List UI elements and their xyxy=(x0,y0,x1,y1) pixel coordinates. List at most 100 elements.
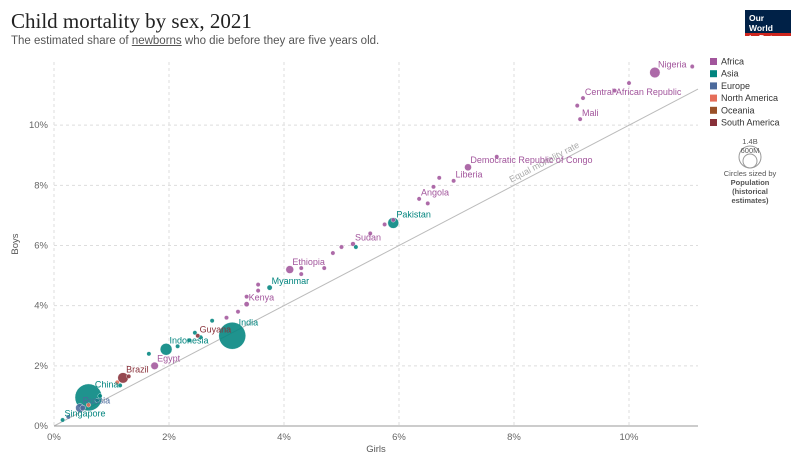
point-label: Egypt xyxy=(157,354,181,364)
x-tick-label: 6% xyxy=(392,432,406,443)
data-point xyxy=(224,315,229,321)
point-label: Pakistan xyxy=(396,210,431,220)
data-points xyxy=(60,64,695,423)
size-legend-variable-2: (historical xyxy=(732,187,768,196)
x-tick-label: 2% xyxy=(162,432,176,443)
data-point xyxy=(86,402,91,408)
size-legend-variable-3: estimates) xyxy=(731,196,769,205)
data-point xyxy=(285,265,294,274)
point-label: India xyxy=(239,318,259,328)
point-label: Democratic Republic of Congo xyxy=(470,155,592,165)
legend-swatch xyxy=(710,106,717,114)
chart-title: Child mortality by sex, 2021 xyxy=(11,9,252,33)
size-legend-tick-small: 600M xyxy=(741,146,760,155)
size-legend-circle-small xyxy=(742,153,758,169)
point-label: Russia xyxy=(83,395,111,405)
data-point xyxy=(235,309,241,315)
point-label: Central African Republic xyxy=(585,87,682,97)
data-point xyxy=(353,244,359,250)
data-point xyxy=(94,398,100,403)
equal-mortality-line xyxy=(53,88,699,427)
data-point xyxy=(626,80,632,86)
data-point xyxy=(416,196,422,202)
point-label: Angola xyxy=(421,188,449,198)
y-tick-label: 2% xyxy=(34,361,48,372)
data-point xyxy=(146,351,152,357)
legend-swatch xyxy=(710,119,717,126)
data-point xyxy=(387,217,399,229)
data-point xyxy=(209,318,215,324)
data-point xyxy=(60,417,66,423)
size-legend-tick-large: 1.4B xyxy=(742,137,757,146)
data-point xyxy=(114,379,120,385)
legend-swatch xyxy=(710,82,717,90)
legend-label: South America xyxy=(721,118,780,128)
data-point xyxy=(330,250,336,256)
y-tick-label: 4% xyxy=(34,301,48,312)
y-tick-label: 10% xyxy=(29,120,49,131)
data-point xyxy=(577,116,583,122)
data-point xyxy=(298,271,304,277)
point-label: Ethiopia xyxy=(292,257,325,267)
legend-label: North America xyxy=(721,93,778,103)
data-point xyxy=(244,294,250,300)
data-point xyxy=(192,330,198,336)
size-legend-caption: Circles sized by xyxy=(724,169,777,178)
region-legend[interactable]: Africa Asia Europe North America Oceania Sout… xyxy=(710,57,780,128)
data-point xyxy=(339,244,344,250)
x-tick-label: 10% xyxy=(619,432,639,443)
point-label: Nigeria xyxy=(658,59,687,69)
legend-label: Africa xyxy=(721,57,744,67)
point-label: Singapore xyxy=(65,409,106,419)
data-point xyxy=(150,361,159,370)
data-point xyxy=(79,404,86,411)
data-point xyxy=(367,231,373,236)
data-point xyxy=(689,64,695,69)
legend-label: Oceania xyxy=(721,105,755,115)
legend-swatch xyxy=(710,58,717,65)
data-point xyxy=(175,343,181,349)
data-point xyxy=(218,322,246,350)
data-point xyxy=(243,301,250,307)
data-point xyxy=(464,163,472,172)
point-label: Sudan xyxy=(355,233,381,243)
x-tick-label: 8% xyxy=(507,432,521,443)
data-point xyxy=(382,222,388,227)
data-point xyxy=(298,265,304,271)
axes: 0% 2% 4% 6% 8% 10% 0% 2% 4% 6% 8% 10% Girls Boys xyxy=(10,120,698,455)
data-point xyxy=(195,333,201,339)
data-point xyxy=(97,393,103,399)
data-point xyxy=(425,200,431,206)
equal-mortality-reference: Equal mortality rate xyxy=(53,88,699,427)
point-label: Mali xyxy=(582,108,599,118)
logo-line-2: in Data xyxy=(749,33,778,43)
x-tick-label: 4% xyxy=(277,432,291,443)
data-point xyxy=(580,95,586,101)
newborns-link[interactable]: newborns xyxy=(131,35,182,47)
data-point xyxy=(266,284,273,291)
point-label: Guyana xyxy=(200,324,232,334)
point-label: Liberia xyxy=(456,170,483,180)
point-label: China xyxy=(95,379,119,389)
data-point xyxy=(350,241,356,247)
data-point xyxy=(255,288,261,294)
data-point xyxy=(65,414,71,420)
data-point xyxy=(390,217,396,223)
legend-label: Asia xyxy=(721,69,739,79)
legend-swatch xyxy=(710,94,717,102)
x-tick-label: 0% xyxy=(47,432,61,443)
data-point xyxy=(159,343,173,356)
gridlines xyxy=(53,62,698,427)
point-label: Brazil xyxy=(126,365,149,375)
data-point xyxy=(321,265,327,271)
data-point xyxy=(574,103,580,109)
y-tick-label: 8% xyxy=(34,180,48,191)
data-point xyxy=(117,382,123,388)
data-point xyxy=(255,282,261,288)
owid-logo[interactable]: Our World in Data xyxy=(745,10,791,43)
chart-subtitle: The estimated share of newborns who die … xyxy=(11,35,380,47)
data-point xyxy=(126,373,132,379)
legend-swatch xyxy=(710,70,717,78)
point-label: Myanmar xyxy=(272,276,310,286)
